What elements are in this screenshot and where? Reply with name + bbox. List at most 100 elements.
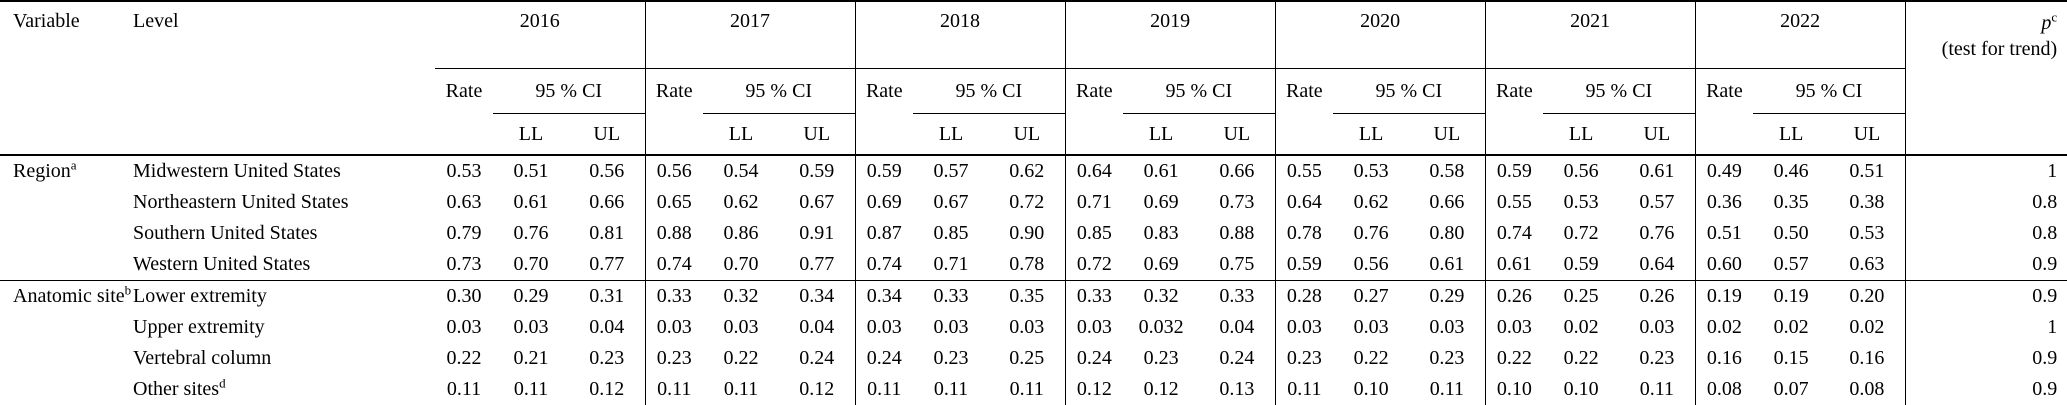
rate-value-2016: 0.79 [446,222,482,244]
ci-ul-value-2019: 0.13 [1199,374,1276,405]
rate-subheader-spacer-2018 [855,114,913,156]
ci-ll-value-2017: 0.70 [723,253,759,275]
rate-value-2022: 0.08 [1706,378,1742,400]
p-symbol: pc [2041,9,2058,34]
ci-ul-value-2021: 0.03 [1619,312,1696,343]
level-cell: Western United States [133,253,311,275]
ci-header-2017: 95 % CI [703,68,856,114]
ci-ll-value-2019: 0.83 [1143,222,1179,244]
rate-value-2019: 0.71 [1076,191,1112,213]
level-cell: Northeastern United States [133,191,349,213]
ll-header-2016: LL [518,122,544,145]
ci-ll-value-2017: 0.54 [723,160,759,182]
ci-ul-value-2020: 0.80 [1409,218,1486,249]
ci-ll-value-2016: 0.03 [513,316,549,338]
ci-ul-value-2018: 0.35 [989,280,1066,312]
rate-header-2017: Rate [655,79,693,102]
rate-value-2022: 0.02 [1706,316,1742,338]
ci-ul-value-2017: 0.24 [779,343,856,374]
rate-value-2016: 0.63 [446,191,482,213]
ci-ll-value-2022: 0.50 [1773,222,1809,244]
level-cell: Lower extremity [133,285,267,307]
p-value: 0.9 [2032,347,2058,369]
ci-ll-value-2020: 0.03 [1353,316,1389,338]
rate-value-2021: 0.26 [1496,285,1532,307]
rate-value-2017: 0.88 [656,222,692,244]
year-header-2019: 2019 [1065,1,1276,69]
rate-value-2018: 0.24 [866,347,902,369]
ci-ul-value-2022: 0.53 [1829,218,1906,249]
level-column-header: Level [133,10,179,32]
ci-ul-value-2017: 0.59 [779,155,856,187]
ci-ul-value-2018: 0.72 [989,187,1066,218]
ci-ll-value-2018: 0.67 [933,191,969,213]
ci-ll-value-2020: 0.22 [1353,347,1389,369]
ci-ll-value-2017: 0.86 [723,222,759,244]
ci-ll-value-2020: 0.10 [1353,378,1389,400]
ll-header-2017: LL [728,122,754,145]
ci-ll-value-2022: 0.57 [1773,253,1809,275]
ci-ll-value-2018: 0.85 [933,222,969,244]
ci-ul-value-2018: 0.03 [989,312,1066,343]
ci-header-2020: 95 % CI [1333,68,1486,114]
ll-header-2018: LL [938,122,964,145]
ci-ll-value-2019: 0.32 [1143,285,1179,307]
ci-ul-value-2022: 0.16 [1829,343,1906,374]
rate-value-2018: 0.03 [866,316,902,338]
ci-ll-value-2020: 0.53 [1353,160,1389,182]
ci-header-2022: 95 % CI [1753,68,1906,114]
rate-value-2017: 0.23 [656,347,692,369]
ci-ll-value-2022: 0.46 [1773,160,1809,182]
ci-header-2021: 95 % CI [1543,68,1696,114]
ci-ll-value-2016: 0.76 [513,222,549,244]
ci-header-2019: 95 % CI [1123,68,1276,114]
ci-ul-value-2016: 0.23 [569,343,646,374]
ci-ul-value-2016: 0.31 [569,280,646,312]
ci-ll-value-2018: 0.03 [933,316,969,338]
ci-ll-value-2022: 0.02 [1773,316,1809,338]
ci-ll-value-2016: 0.11 [513,378,549,400]
rate-value-2019: 0.33 [1076,285,1112,307]
ci-ll-value-2021: 0.72 [1563,222,1599,244]
ci-ul-value-2020: 0.29 [1409,280,1486,312]
ci-ll-value-2019: 0.61 [1143,160,1179,182]
ci-ul-value-2021: 0.57 [1619,187,1696,218]
ci-ll-value-2020: 0.62 [1353,191,1389,213]
table-row: Southern United States 0.79 0.76 0.81 0.88 0.… [0,218,2067,249]
p-value: 0.9 [2032,285,2058,307]
p-trend-column-header: pc (test for trend) [1905,1,2067,155]
rate-value-2022: 0.19 [1706,285,1742,307]
rate-value-2019: 0.03 [1076,316,1112,338]
ci-ll-value-2019: 0.23 [1143,347,1179,369]
ci-ll-value-2017: 0.22 [723,347,759,369]
ci-ul-value-2017: 0.12 [779,374,856,405]
ci-ll-value-2016: 0.21 [513,347,549,369]
ci-ul-value-2017: 0.34 [779,280,856,312]
ci-ll-value-2022: 0.35 [1773,191,1809,213]
ci-ul-value-2017: 0.91 [779,218,856,249]
rate-value-2018: 0.34 [866,285,902,307]
ci-ll-value-2018: 0.71 [933,253,969,275]
year-header-2017: 2017 [645,1,856,69]
rate-value-2016: 0.03 [446,316,482,338]
rate-subheader-spacer-2020 [1275,114,1333,156]
ci-ll-value-2019: 0.69 [1143,253,1179,275]
rate-subheader-spacer-2016 [435,114,493,156]
ci-ul-value-2020: 0.23 [1409,343,1486,374]
rate-value-2022: 0.51 [1706,222,1742,244]
rate-value-2019: 0.64 [1076,160,1112,182]
ci-ul-value-2016: 0.12 [569,374,646,405]
ci-ul-value-2022: 0.63 [1829,249,1906,281]
rate-value-2018: 0.11 [867,378,902,400]
rate-value-2018: 0.69 [866,191,902,213]
ci-ul-value-2016: 0.56 [569,155,646,187]
rate-value-2017: 0.03 [656,316,692,338]
rate-value-2020: 0.64 [1286,191,1322,213]
level-cell: Midwestern United States [133,160,341,182]
ci-ul-value-2021: 0.64 [1619,249,1696,281]
rate-value-2021: 0.10 [1496,378,1532,400]
rate-value-2016: 0.22 [446,347,482,369]
ci-ul-value-2017: 0.04 [779,312,856,343]
ci-ul-value-2019: 0.33 [1199,280,1276,312]
